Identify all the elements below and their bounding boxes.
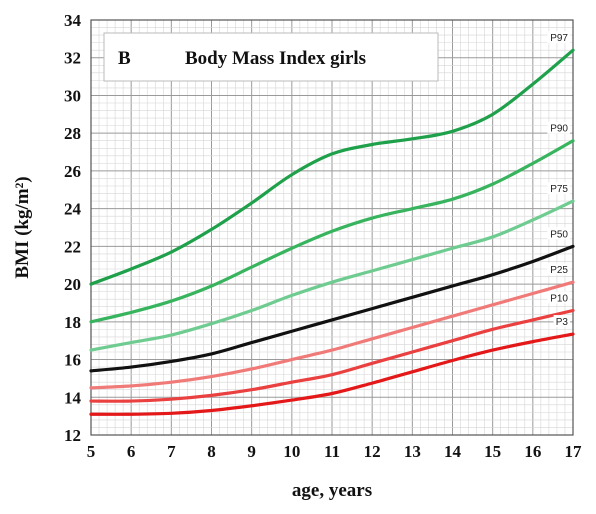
x-axis-label: age, years bbox=[292, 480, 372, 501]
percentile-labels: P97 P90 P75 P50 P25 P10 P3 bbox=[547, 31, 570, 328]
y-tick-label: 34 bbox=[64, 11, 82, 30]
title-box: B Body Mass Index girls bbox=[103, 32, 439, 82]
y-tick-label: 30 bbox=[64, 86, 81, 105]
series-label-bg-p97 bbox=[547, 31, 570, 44]
plot-border bbox=[90, 19, 574, 436]
series-line-p90 bbox=[89, 139, 575, 324]
x-tick-label: 7 bbox=[167, 442, 176, 461]
x-tick-label: 10 bbox=[283, 442, 300, 461]
x-tick-label: 14 bbox=[444, 442, 462, 461]
y-tick-label: 14 bbox=[64, 388, 82, 407]
x-tick-label: 13 bbox=[404, 442, 421, 461]
y-tick-label: 18 bbox=[64, 313, 81, 332]
series-line-p50 bbox=[89, 244, 575, 373]
x-axis-ticks: 5 6 7 8 9 10 11 12 13 14 15 16 17 bbox=[87, 442, 582, 461]
series-label-bg-p75 bbox=[547, 182, 570, 195]
x-tick-label: 15 bbox=[484, 442, 501, 461]
plot-frame bbox=[90, 19, 574, 436]
series-label-p3: P3 bbox=[556, 317, 569, 328]
series-line-p75 bbox=[89, 199, 575, 352]
y-tick-label: 28 bbox=[64, 124, 81, 143]
series-label-bg-p25 bbox=[547, 263, 570, 276]
title-box-background bbox=[103, 32, 439, 82]
grid bbox=[90, 19, 574, 436]
series-label-p25: P25 bbox=[550, 265, 568, 276]
y-tick-label: 32 bbox=[64, 49, 81, 68]
series-label-p75: P75 bbox=[550, 184, 568, 195]
series-lines bbox=[89, 48, 575, 416]
x-tick-label: 12 bbox=[364, 442, 381, 461]
x-tick-label: 9 bbox=[247, 442, 256, 461]
series-line-p25 bbox=[89, 280, 575, 390]
series-label-bg-p90 bbox=[547, 121, 570, 134]
y-tick-label: 12 bbox=[64, 426, 81, 445]
series-line-p10 bbox=[89, 308, 575, 403]
chart-title: Body Mass Index girls bbox=[185, 48, 366, 69]
y-axis-ticks: 12 14 16 18 20 22 24 26 28 30 32 34 bbox=[64, 11, 82, 445]
series-label-p97: P97 bbox=[550, 33, 568, 44]
y-tick-label: 16 bbox=[64, 351, 81, 370]
y-axis-label: BMI (kg/m²) bbox=[12, 176, 33, 278]
series-label-bg-p50 bbox=[547, 227, 570, 240]
series-label-p10: P10 bbox=[550, 294, 568, 305]
series-label-bg-p10 bbox=[547, 291, 570, 304]
x-tick-label: 11 bbox=[324, 442, 340, 461]
y-tick-label: 20 bbox=[64, 275, 81, 294]
x-tick-label: 8 bbox=[207, 442, 216, 461]
series-label-bg-p3 bbox=[553, 315, 570, 328]
series-line-p97 bbox=[89, 48, 575, 286]
x-tick-label: 6 bbox=[127, 442, 136, 461]
x-tick-label: 16 bbox=[524, 442, 541, 461]
x-tick-label: 17 bbox=[565, 442, 583, 461]
y-tick-label: 26 bbox=[64, 162, 81, 181]
y-tick-label: 22 bbox=[64, 237, 81, 256]
series-line-p3 bbox=[89, 332, 575, 416]
series-label-p50: P50 bbox=[550, 229, 568, 240]
series-label-p90: P90 bbox=[550, 124, 568, 135]
panel-letter: B bbox=[118, 48, 131, 69]
x-tick-label: 5 bbox=[87, 442, 96, 461]
y-tick-label: 24 bbox=[64, 200, 82, 219]
